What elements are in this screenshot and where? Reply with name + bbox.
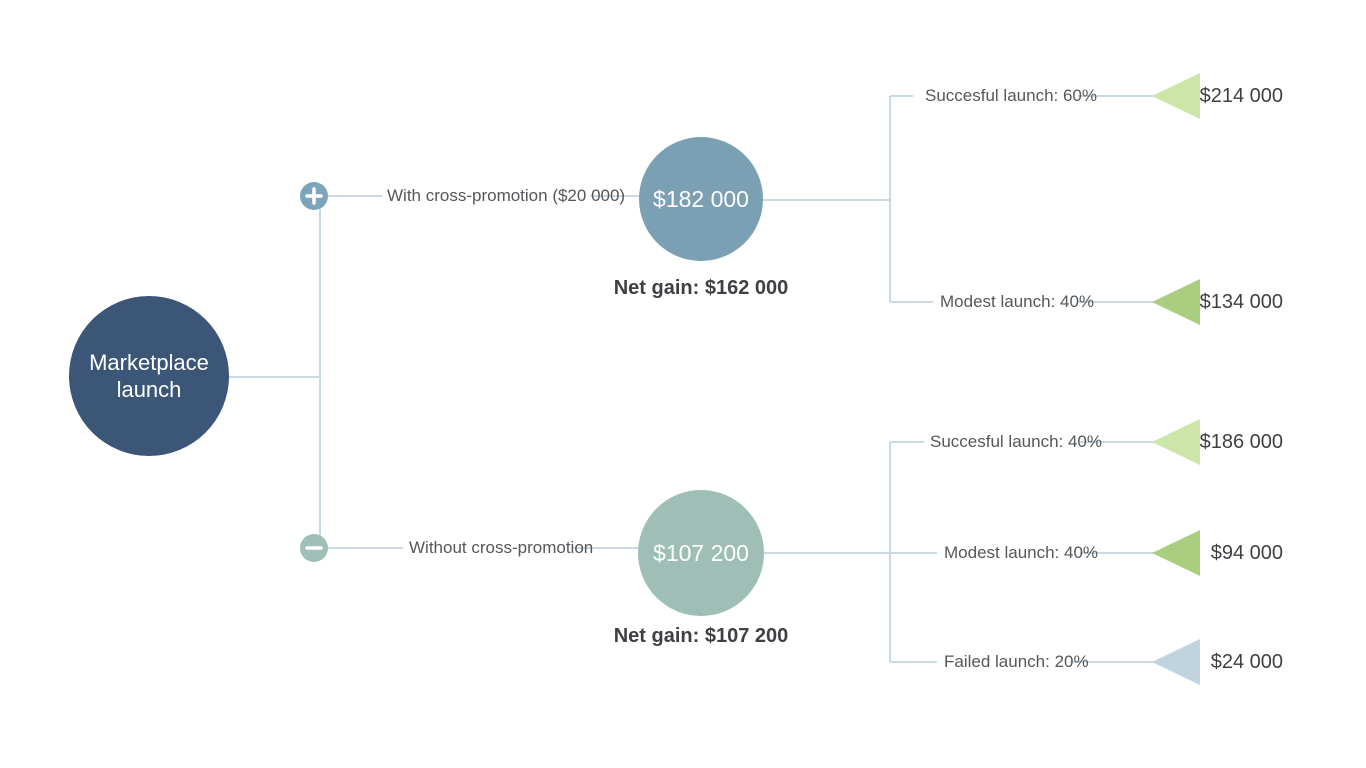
net-gain-without: Net gain: $107 200 — [613, 625, 789, 647]
collapse-toggle-minus[interactable] — [300, 534, 328, 562]
chance-node-without-value: $107 200 — [653, 540, 749, 566]
outcome-triangle-icon — [1152, 73, 1200, 119]
net-gain-with: Net gain: $162 000 — [613, 277, 789, 299]
outcome-label: Succesful launch: 60% — [925, 86, 1097, 105]
plus-icon — [305, 187, 323, 205]
decision-node-label: Marketplace launch — [89, 350, 209, 402]
chance-node-with-circle — [639, 137, 763, 261]
chance-node-with-value: $182 000 — [653, 186, 749, 212]
outcome-triangle-icon — [1152, 530, 1200, 576]
decision-node-circle — [69, 296, 229, 456]
outcome-label: Failed launch: 20% — [944, 652, 1089, 671]
outcome-value: $186 000 — [1199, 431, 1283, 453]
outcome-value: $134 000 — [1199, 291, 1283, 313]
expand-toggle-plus[interactable] — [300, 182, 328, 210]
branch-label-with-cross-promotion: With cross-promotion ($20 000) — [387, 186, 626, 205]
outcome-value: $24 000 — [1210, 651, 1283, 673]
outcome-value: $214 000 — [1199, 85, 1283, 107]
connector-lines — [229, 95, 1154, 663]
chance-node-without-circle — [638, 490, 764, 616]
outcome-label: Modest launch: 40% — [944, 543, 1099, 562]
branch-label-without-cross-promotion: Without cross-promotion — [409, 538, 594, 557]
outcome-label: Modest launch: 40% — [940, 292, 1095, 311]
outcome-triangle-icon — [1152, 639, 1200, 685]
outcome-triangle-icon — [1152, 419, 1200, 465]
outcome-value: $94 000 — [1210, 542, 1283, 564]
outcome-label: Succesful launch: 40% — [930, 432, 1102, 451]
outcome-triangle-icon — [1152, 279, 1200, 325]
